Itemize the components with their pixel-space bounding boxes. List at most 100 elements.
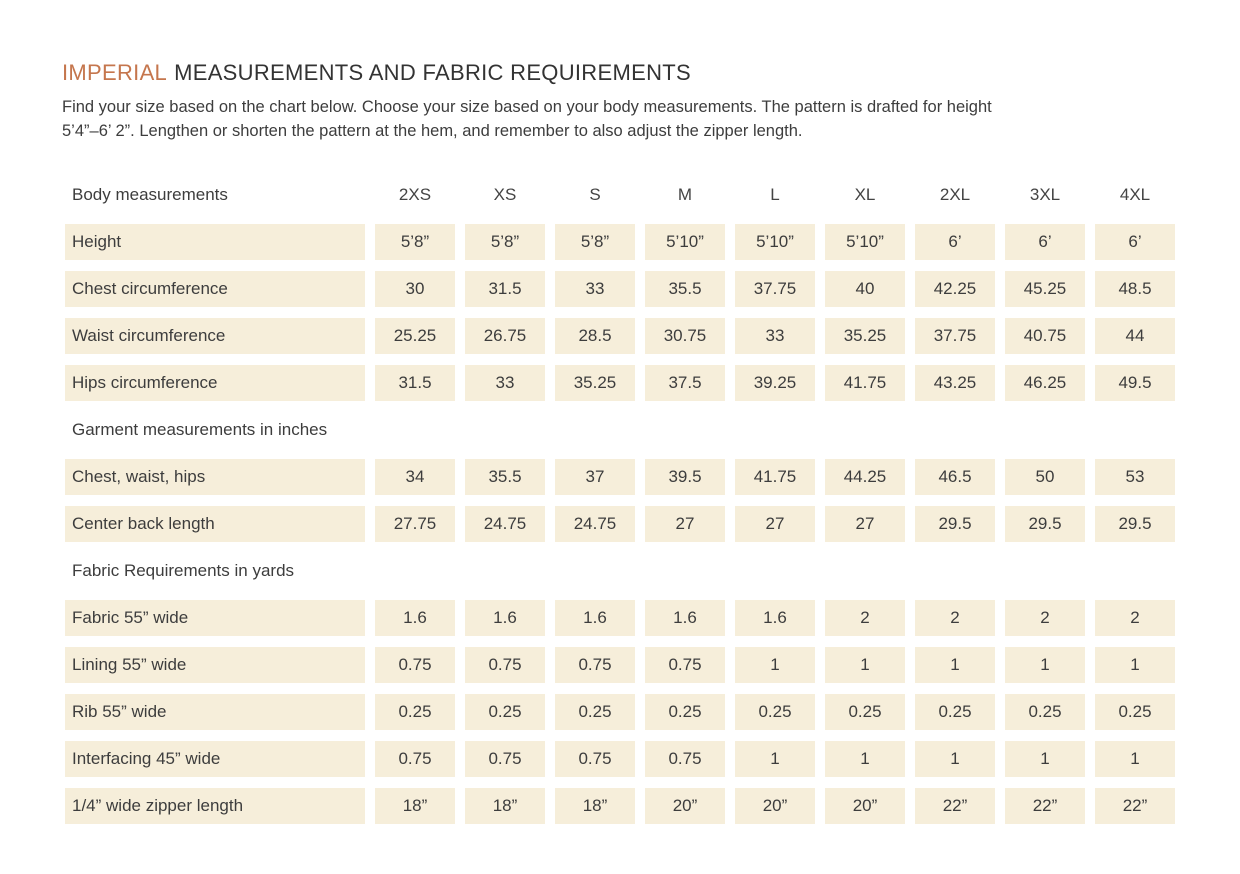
size-chart-page: IMPERIAL MEASUREMENTS AND FABRIC REQUIREM… — [62, 60, 1178, 825]
value-cell: 37.5 — [645, 365, 725, 402]
page-title: IMPERIAL MEASUREMENTS AND FABRIC REQUIREM… — [62, 60, 1178, 86]
value-cell: 0.75 — [465, 741, 545, 778]
value-cell: 27.75 — [375, 506, 455, 543]
value-cell: 46.25 — [1005, 365, 1085, 402]
row-label: Height — [65, 224, 365, 261]
value-cell: 30.75 — [645, 318, 725, 355]
row-label: Center back length — [65, 506, 365, 543]
value-cell: 1.6 — [465, 600, 545, 637]
value-cell: 0.25 — [825, 694, 905, 731]
value-cell: 45.25 — [1005, 271, 1085, 308]
value-cell: 0.75 — [555, 647, 635, 684]
row-label: Waist circumference — [65, 318, 365, 355]
value-cell: 0.25 — [555, 694, 635, 731]
column-header-size-l: L — [770, 185, 780, 205]
value-cell: 29.5 — [1005, 506, 1085, 543]
value-cell: 35.5 — [465, 459, 545, 496]
value-cell: 33 — [735, 318, 815, 355]
value-cell: 39.25 — [735, 365, 815, 402]
value-cell: 1.6 — [735, 600, 815, 637]
value-cell: 1 — [915, 741, 995, 778]
value-cell: 22” — [1005, 788, 1085, 825]
value-cell: 50 — [1005, 459, 1085, 496]
size-chart-grid: Body measurements 2XS XS S M L XL 2XL 3XL 4XL Heig… — [65, 177, 1175, 825]
column-header-size-2xs: 2XS — [398, 185, 432, 205]
value-cell: 37.75 — [915, 318, 995, 355]
column-header-row-label: Body measurements — [72, 185, 228, 205]
row-label: 1/4” wide zipper length — [65, 788, 365, 825]
value-cell: 0.25 — [375, 694, 455, 731]
value-cell: 1 — [735, 741, 815, 778]
intro-text-line-2: 5’4”–6’ 2”. Lengthen or shorten the patt… — [62, 122, 803, 141]
value-cell: 18” — [375, 788, 455, 825]
page-title-rest: MEASUREMENTS AND FABRIC REQUIREMENTS — [174, 60, 691, 85]
value-cell: 0.75 — [375, 741, 455, 778]
row-label: Fabric 55” wide — [65, 600, 365, 637]
value-cell: 25.25 — [375, 318, 455, 355]
value-cell: 2 — [915, 600, 995, 637]
value-cell: 35.5 — [645, 271, 725, 308]
value-cell: 29.5 — [915, 506, 995, 543]
value-cell: 0.75 — [555, 741, 635, 778]
value-cell: 33 — [555, 271, 635, 308]
row-label: Rib 55” wide — [65, 694, 365, 731]
value-cell: 24.75 — [555, 506, 635, 543]
value-cell: 2 — [1095, 600, 1175, 637]
column-header-size-3xl: 3XL — [1029, 185, 1061, 205]
value-cell: 0.75 — [645, 741, 725, 778]
value-cell: 5’10” — [735, 224, 815, 261]
value-cell: 30 — [375, 271, 455, 308]
value-cell: 1.6 — [375, 600, 455, 637]
value-cell: 6’ — [1095, 224, 1175, 261]
value-cell: 0.75 — [465, 647, 545, 684]
column-header-size-4xl: 4XL — [1119, 185, 1151, 205]
value-cell: 31.5 — [375, 365, 455, 402]
row-label: Chest, waist, hips — [65, 459, 365, 496]
value-cell: 1 — [1005, 741, 1085, 778]
value-cell: 5’8” — [465, 224, 545, 261]
value-cell: 44 — [1095, 318, 1175, 355]
value-cell: 53 — [1095, 459, 1175, 496]
value-cell: 49.5 — [1095, 365, 1175, 402]
value-cell: 0.25 — [1095, 694, 1175, 731]
value-cell: 18” — [555, 788, 635, 825]
value-cell: 22” — [915, 788, 995, 825]
value-cell: 5’8” — [375, 224, 455, 261]
value-cell: 37.75 — [735, 271, 815, 308]
value-cell: 0.25 — [915, 694, 995, 731]
value-cell: 1 — [915, 647, 995, 684]
value-cell: 43.25 — [915, 365, 995, 402]
value-cell: 39.5 — [645, 459, 725, 496]
row-label: Chest circumference — [65, 271, 365, 308]
value-cell: 48.5 — [1095, 271, 1175, 308]
section-header: Garment measurements in inches — [72, 420, 328, 440]
row-label: Lining 55” wide — [65, 647, 365, 684]
value-cell: 35.25 — [555, 365, 635, 402]
value-cell: 0.25 — [1005, 694, 1085, 731]
value-cell: 46.5 — [915, 459, 995, 496]
value-cell: 1 — [735, 647, 815, 684]
column-header-size-m: M — [677, 185, 693, 205]
value-cell: 6’ — [915, 224, 995, 261]
value-cell: 40 — [825, 271, 905, 308]
value-cell: 27 — [735, 506, 815, 543]
value-cell: 31.5 — [465, 271, 545, 308]
value-cell: 27 — [825, 506, 905, 543]
value-cell: 24.75 — [465, 506, 545, 543]
value-cell: 0.75 — [375, 647, 455, 684]
value-cell: 20” — [645, 788, 725, 825]
value-cell: 26.75 — [465, 318, 545, 355]
row-label: Interfacing 45” wide — [65, 741, 365, 778]
column-header-size-xs: XS — [493, 185, 517, 205]
value-cell: 42.25 — [915, 271, 995, 308]
value-cell: 28.5 — [555, 318, 635, 355]
column-header-size-2xl: 2XL — [939, 185, 971, 205]
value-cell: 6’ — [1005, 224, 1085, 261]
value-cell: 20” — [735, 788, 815, 825]
value-cell: 40.75 — [1005, 318, 1085, 355]
intro-text-line-1: Find your size based on the chart below.… — [62, 98, 992, 117]
value-cell: 22” — [1095, 788, 1175, 825]
value-cell: 5’10” — [645, 224, 725, 261]
value-cell: 1 — [825, 647, 905, 684]
value-cell: 1.6 — [645, 600, 725, 637]
